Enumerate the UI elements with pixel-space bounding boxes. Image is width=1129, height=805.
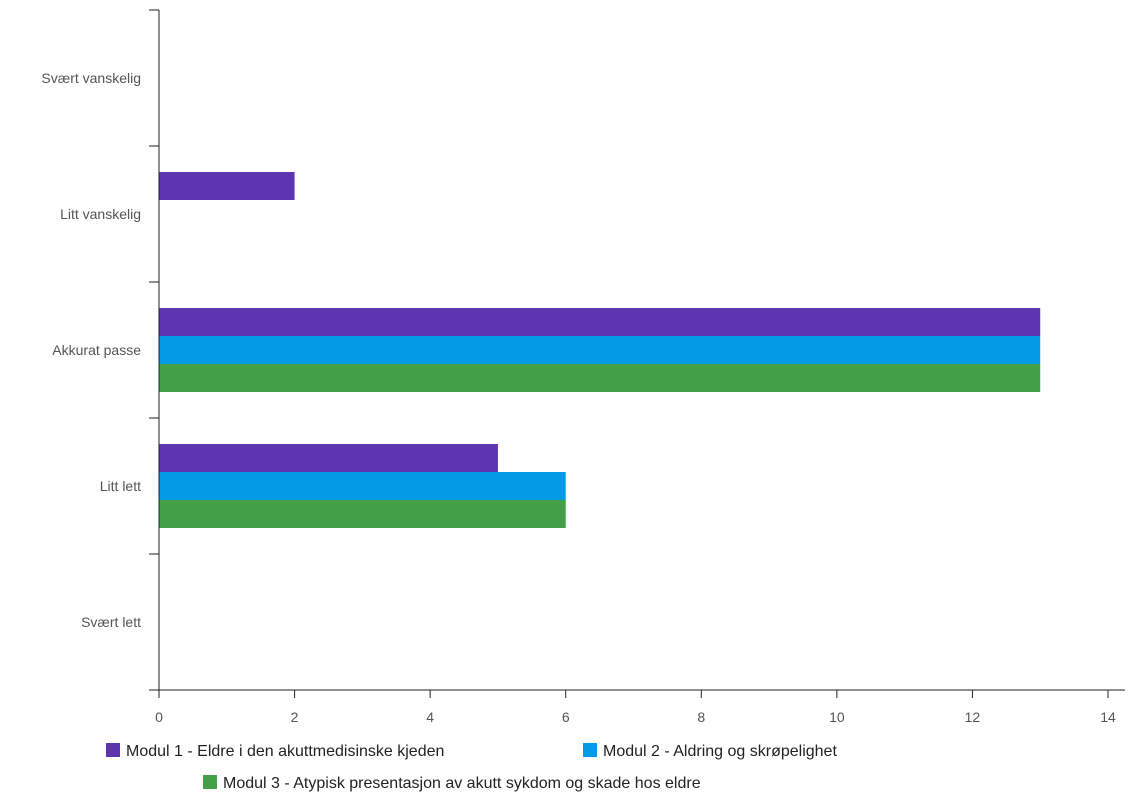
legend-swatch-modul-1: [106, 743, 120, 757]
legend-item-modul-3[interactable]: Modul 3 - Atypisk presentasjon av akutt …: [203, 775, 701, 792]
x-axis-labels: 0 2 4 6 8 10 12 14: [155, 709, 1116, 725]
bar-akkurat-passe-modul-2[interactable]: [159, 336, 1041, 364]
x-tick-label-10: 10: [829, 709, 845, 725]
category-label-litt-lett: Litt lett: [100, 478, 141, 494]
x-tick-label-4: 4: [426, 709, 434, 725]
legend-item-modul-2[interactable]: Modul 2 - Aldring og skrøpelighet: [583, 743, 837, 760]
legend-label-modul-3: Modul 3 - Atypisk presentasjon av akutt …: [223, 775, 701, 792]
x-tick-label-0: 0: [155, 709, 163, 725]
bar-litt-lett-modul-2[interactable]: [159, 472, 566, 500]
category-label-sv-rt-vanskelig: Svært vanskelig: [41, 70, 141, 86]
legend-swatch-modul-3: [203, 775, 217, 789]
category-label-litt-vanskelig: Litt vanskelig: [60, 206, 141, 222]
x-tick-label-12: 12: [965, 709, 981, 725]
category-label-sv-rt-lett: Svært lett: [81, 614, 141, 630]
legend: Modul 1 - Eldre i den akuttmedisinske kj…: [106, 743, 837, 792]
x-tick-label-8: 8: [697, 709, 705, 725]
bar-litt-vanskelig-modul-1[interactable]: [159, 172, 295, 200]
bar-akkurat-passe-modul-3[interactable]: [159, 364, 1041, 392]
bar-litt-lett-modul-3[interactable]: [159, 500, 566, 528]
bar-akkurat-passe-modul-1[interactable]: [159, 308, 1041, 336]
x-tick-label-2: 2: [291, 709, 299, 725]
legend-item-modul-1[interactable]: Modul 1 - Eldre i den akuttmedisinske kj…: [106, 743, 444, 760]
bar-litt-lett-modul-1[interactable]: [159, 444, 498, 472]
y-axis-labels: Svært vanskelig Litt vanskelig Akkurat pas…: [41, 70, 141, 630]
legend-swatch-modul-2: [583, 743, 597, 757]
y-axis-ticks: [149, 9, 159, 691]
bars-group: [159, 172, 1041, 528]
category-label-akkurat-passe: Akkurat passe: [52, 342, 141, 358]
legend-label-modul-2: Modul 2 - Aldring og skrøpelighet: [603, 743, 837, 760]
x-tick-label-6: 6: [562, 709, 570, 725]
legend-label-modul-1: Modul 1 - Eldre i den akuttmedisinske kj…: [126, 743, 444, 760]
x-tick-label-14: 14: [1100, 709, 1116, 725]
x-axis-ticks: [158, 690, 1109, 698]
